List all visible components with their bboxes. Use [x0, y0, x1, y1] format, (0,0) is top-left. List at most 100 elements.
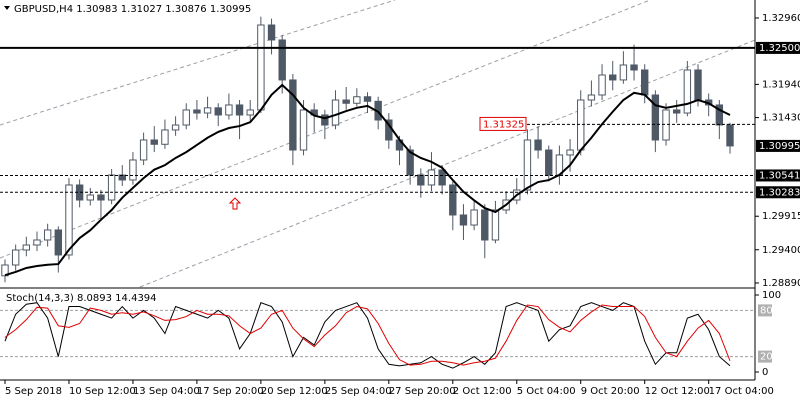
- candle-body: [534, 139, 542, 151]
- candle-body: [566, 149, 574, 156]
- candle-body: [427, 169, 436, 186]
- candle-body: [598, 74, 606, 96]
- candle-body: [630, 64, 638, 71]
- price-label-box: [756, 139, 800, 152]
- chart-title: GBPUSD,H4 1.30983 1.31027 1.30876 1.3099…: [14, 4, 251, 15]
- candle-body: [193, 109, 201, 114]
- up-arrow: [228, 197, 242, 210]
- candle-body: [321, 114, 329, 126]
- candle-body: [672, 109, 681, 114]
- candle-body: [33, 239, 41, 246]
- candle-body: [342, 99, 350, 104]
- candle-body: [331, 99, 340, 126]
- x-tick-label: 12 Oct 12:00: [645, 386, 710, 397]
- candle-body: [449, 184, 457, 216]
- annotation-box: [479, 116, 527, 131]
- candle-body: [363, 96, 372, 102]
- candle-body: [203, 107, 212, 114]
- candle-body: [662, 109, 670, 141]
- y-tick-label: 1.28890: [762, 278, 800, 289]
- candle-body: [470, 209, 478, 226]
- candle-body: [609, 74, 617, 81]
- candle-body: [150, 139, 158, 145]
- y-tick-label: 1.31430: [762, 113, 800, 124]
- menu-triangle: [4, 6, 10, 10]
- candle-body: [587, 94, 596, 101]
- candle-body: [715, 104, 724, 126]
- level-label-box: [758, 350, 772, 363]
- x-tick-label: 13 Sep 04:00: [133, 386, 200, 397]
- candle-body: [651, 94, 660, 141]
- level-label: 1.30283: [759, 187, 800, 198]
- candle-body: [139, 139, 148, 161]
- candle-body: [353, 96, 361, 104]
- candle-body: [491, 209, 500, 241]
- level-label-box: [756, 186, 800, 199]
- moving-average: [4, 83, 731, 277]
- level-label: 80: [760, 305, 773, 316]
- candle-body: [182, 109, 190, 126]
- candle-body: [278, 39, 286, 81]
- x-tick-label: 5 Sep 2018: [5, 386, 62, 397]
- x-tick-label: 20 Sep 12:00: [261, 386, 328, 397]
- x-tick-label: 2 Oct 12:00: [453, 386, 512, 397]
- candle-body: [97, 194, 105, 201]
- candle-body: [481, 209, 489, 241]
- x-tick-label: 10 Sep 12:00: [69, 386, 136, 397]
- candle-body: [54, 229, 63, 256]
- x-tick-label: 25 Sep 04:00: [325, 386, 392, 397]
- candle-body: [683, 69, 692, 114]
- candle-body: [438, 169, 446, 186]
- candle-body: [1, 264, 9, 277]
- level-label: 1.32500: [759, 43, 800, 54]
- candle-body: [22, 244, 31, 251]
- x-tick-label: 17 Sep 20:00: [197, 386, 264, 397]
- level-label-box: [756, 169, 800, 182]
- candle-body: [267, 24, 276, 41]
- candle-body: [641, 69, 649, 96]
- candle-body: [107, 174, 116, 201]
- candle-body: [246, 109, 254, 116]
- channel-line: [0, 0, 396, 126]
- price-label: 1.30995: [759, 141, 800, 152]
- annotation-label: 1.31325: [483, 119, 524, 130]
- y-tick-label: 100: [762, 290, 781, 301]
- level-label-box: [756, 41, 800, 54]
- stoch-line: [4, 304, 731, 366]
- candle-body: [129, 159, 137, 181]
- y-tick-label: 1.31940: [762, 79, 800, 90]
- channel-line: [139, 39, 756, 288]
- candle-body: [235, 104, 244, 116]
- y-tick-label: 1.29915: [762, 211, 800, 222]
- y-tick-label: 1.32960: [762, 13, 800, 24]
- candle-body: [289, 79, 297, 151]
- y-tick-label: 0: [762, 367, 768, 378]
- x-tick-label: 17 Oct 04:00: [709, 386, 774, 397]
- candle-body: [694, 69, 702, 101]
- candle-body: [299, 109, 308, 151]
- x-tick-label: 9 Oct 20:00: [581, 386, 640, 397]
- level-label: 20: [760, 352, 773, 363]
- candle-body: [619, 64, 628, 81]
- candle-body: [523, 139, 532, 191]
- candle-body: [161, 129, 169, 145]
- x-tick-label: 27 Sep 20:00: [389, 386, 456, 397]
- candle-body: [11, 249, 20, 266]
- x-tick-label: 5 Oct 04:00: [517, 386, 576, 397]
- stoch-line: [4, 302, 731, 369]
- candle-body: [225, 104, 233, 116]
- channel-line: [0, 0, 651, 259]
- candle-body: [726, 124, 734, 147]
- candle-body: [459, 214, 468, 226]
- candle-body: [417, 174, 425, 186]
- candle-body: [171, 124, 180, 131]
- level-label: 1.30541: [759, 170, 800, 181]
- candle-body: [43, 229, 52, 241]
- candle-body: [65, 184, 73, 256]
- candle-body: [86, 194, 94, 201]
- candle-body: [545, 149, 553, 176]
- candle-body: [577, 99, 585, 151]
- y-tick-label: 1.29400: [762, 245, 800, 256]
